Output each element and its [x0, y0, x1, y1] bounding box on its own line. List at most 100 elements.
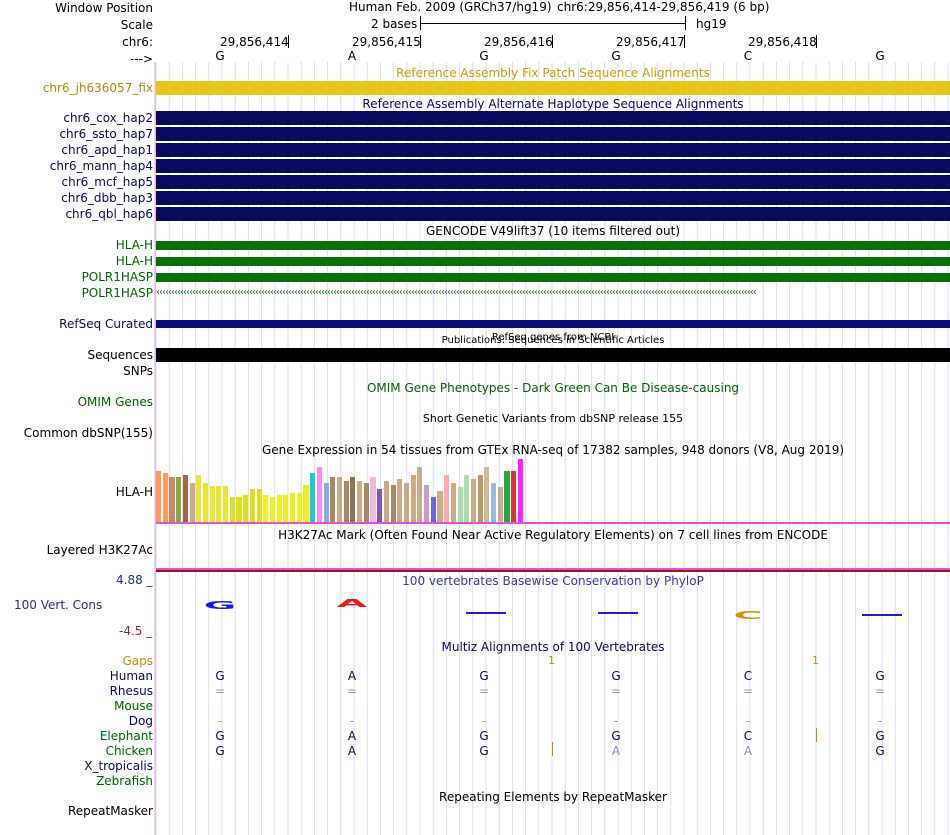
repeatmasker-label[interactable]: RepeatMasker — [67, 804, 153, 818]
gtex-tissue-bar[interactable] — [336, 477, 343, 523]
gtex-tissue-bar[interactable] — [162, 473, 168, 523]
gtex-tissue-bar[interactable] — [223, 486, 229, 523]
gtex-tissue-bar[interactable] — [417, 467, 423, 523]
gtex-tissue-bar[interactable] — [430, 497, 436, 523]
sequence-base[interactable]: G — [479, 49, 489, 63]
gtex-tissue-bar[interactable] — [296, 493, 302, 523]
alt-haplotype-bar[interactable] — [156, 127, 950, 141]
gtex-tissue-bar[interactable] — [310, 473, 316, 523]
gtex-tissue-bar[interactable] — [504, 471, 510, 523]
gtex-tissue-bar[interactable] — [316, 467, 322, 523]
alt-haplotype-bar[interactable] — [156, 191, 950, 205]
alt-haplotype-bar[interactable] — [156, 111, 950, 125]
gtex-tissue-bar[interactable] — [202, 483, 209, 523]
gtex-tissue-bar[interactable] — [236, 497, 242, 523]
gtex-tissue-bar[interactable] — [370, 477, 376, 523]
sequence-base[interactable]: G — [611, 49, 621, 63]
gtex-label[interactable]: HLA-H — [115, 485, 153, 499]
multiz-title[interactable]: Multiz Alignments of 100 Vertebrates — [441, 640, 665, 654]
h3k27ac-label[interactable]: Layered H3K27Ac — [46, 543, 153, 557]
alt-haplotype-bar[interactable] — [156, 143, 950, 157]
pubs-bar[interactable] — [156, 348, 950, 362]
conservation-logo-letter[interactable] — [598, 612, 638, 616]
alt-haplotype-bar[interactable] — [156, 175, 950, 189]
gtex-tissue-bar[interactable] — [330, 477, 336, 523]
gtex-bar-graph[interactable] — [156, 457, 536, 523]
gtex-title[interactable]: Gene Expression in 54 tissues from GTEx … — [261, 443, 845, 457]
species-label[interactable]: Dog — [128, 714, 153, 728]
gtex-tissue-bar[interactable] — [444, 475, 450, 523]
gtex-tissue-bar[interactable] — [256, 489, 262, 523]
gencode-item-label[interactable]: HLA-H — [115, 254, 153, 268]
repeatmasker-title[interactable]: Repeating Elements by RepeatMasker — [439, 790, 667, 804]
alt-haplotype-label[interactable]: chr6_ssto_hap7 — [59, 127, 153, 141]
gencode-item-bar[interactable] — [156, 257, 950, 266]
gtex-tissue-bar[interactable] — [464, 475, 470, 523]
omim-title[interactable]: OMIM Gene Phenotypes - Dark Green Can Be… — [366, 381, 740, 395]
fix-patch-bar[interactable] — [156, 81, 950, 95]
alt-haplotype-bar[interactable] — [156, 207, 950, 221]
gtex-tissue-bar[interactable] — [176, 477, 182, 523]
alt-haplotype-label[interactable]: chr6_mcf_hap5 — [61, 175, 154, 189]
position-text[interactable]: chr6:29,856,414-29,856,419 (6 bp) — [557, 0, 770, 14]
alt-haplotype-bar[interactable] — [156, 159, 950, 173]
sequence-base[interactable]: A — [347, 49, 357, 63]
gtex-tissue-bar[interactable] — [290, 493, 296, 523]
gtex-tissue-bar[interactable] — [497, 487, 503, 523]
gtex-tissue-bar[interactable] — [457, 487, 463, 523]
gtex-tissue-bar[interactable] — [263, 495, 269, 523]
gap-mark-2[interactable]: 1 — [812, 654, 819, 667]
gtex-tissue-bar[interactable] — [243, 495, 249, 523]
gtex-tissue-bar[interactable] — [357, 481, 363, 523]
gtex-tissue-bar[interactable] — [182, 475, 188, 523]
gtex-tissue-bar[interactable] — [323, 483, 329, 523]
pubs-label[interactable]: Sequences — [87, 348, 153, 362]
gtex-tissue-bar[interactable] — [491, 483, 497, 523]
gtex-tissue-bar[interactable] — [343, 481, 349, 523]
dbsnp-label[interactable]: Common dbSNP(155) — [23, 426, 153, 440]
gtex-tissue-bar[interactable] — [410, 475, 416, 523]
alt-haplotype-label[interactable]: chr6_apd_hap1 — [61, 143, 153, 157]
gtex-tissue-bar[interactable] — [484, 467, 490, 523]
gtex-tissue-bar[interactable] — [363, 483, 369, 523]
gencode-title[interactable]: GENCODE V49lift37 (10 items filtered out… — [425, 224, 680, 238]
conservation-logo-letter[interactable]: C — [733, 609, 763, 622]
fix-patch-item-label[interactable]: chr6_jh636057_fix — [42, 81, 153, 95]
gencode-item-bar[interactable] — [156, 273, 950, 282]
gtex-tissue-bar[interactable] — [403, 483, 410, 523]
alt-haplotype-label[interactable]: chr6_cox_hap2 — [63, 111, 153, 125]
gtex-tissue-bar[interactable] — [511, 471, 517, 523]
conservation-logo-letter[interactable] — [862, 614, 902, 618]
strand-arrow[interactable]: ---> — [129, 52, 153, 66]
gtex-tissue-bar[interactable] — [517, 459, 523, 523]
conservation-label[interactable]: 100 Vert. Cons — [14, 598, 103, 612]
snps-label[interactable]: SNPs — [123, 364, 153, 378]
alt-haplotype-label[interactable]: chr6_mann_hap4 — [49, 159, 153, 173]
species-label[interactable]: Elephant — [99, 729, 153, 743]
alt-haplotype-label[interactable]: chr6_qbl_hap6 — [65, 207, 153, 221]
sequence-base[interactable]: G — [875, 49, 885, 63]
gtex-tissue-bar[interactable] — [189, 483, 195, 523]
gencode-item-label[interactable]: POLR1HASP — [81, 286, 153, 300]
gencode-item-label[interactable]: POLR1HASP — [81, 270, 153, 284]
refseq-title[interactable]: RefSeq genes from NCBI — [491, 332, 615, 343]
gtex-tissue-bar[interactable] — [470, 479, 477, 523]
species-label[interactable]: Zebrafish — [96, 774, 153, 788]
gtex-tissue-bar[interactable] — [229, 497, 235, 523]
gtex-tissue-bar[interactable] — [390, 485, 396, 523]
refseq-label[interactable]: RefSeq Curated — [59, 317, 153, 331]
gtex-tissue-bar[interactable] — [249, 489, 255, 523]
sequence-base[interactable]: G — [215, 49, 225, 63]
gencode-item-label[interactable]: HLA-H — [115, 238, 153, 252]
gtex-tissue-bar[interactable] — [437, 491, 443, 523]
gtex-tissue-bar[interactable] — [269, 497, 276, 523]
conservation-logo-letter[interactable]: G — [203, 599, 237, 612]
gtex-tissue-bar[interactable] — [303, 485, 309, 523]
h3k27ac-title[interactable]: H3K27Ac Mark (Often Found Near Active Re… — [278, 528, 828, 542]
gtex-tissue-bar[interactable] — [216, 486, 222, 523]
alt-haplotype-title[interactable]: Reference Assembly Alternate Haplotype S… — [362, 97, 744, 111]
gtex-tissue-bar[interactable] — [169, 477, 175, 523]
species-label[interactable]: Human — [109, 669, 153, 683]
pubs-title[interactable]: Publications: Sequences in Scientific Ar… — [441, 335, 665, 346]
species-label[interactable]: Chicken — [105, 744, 153, 758]
